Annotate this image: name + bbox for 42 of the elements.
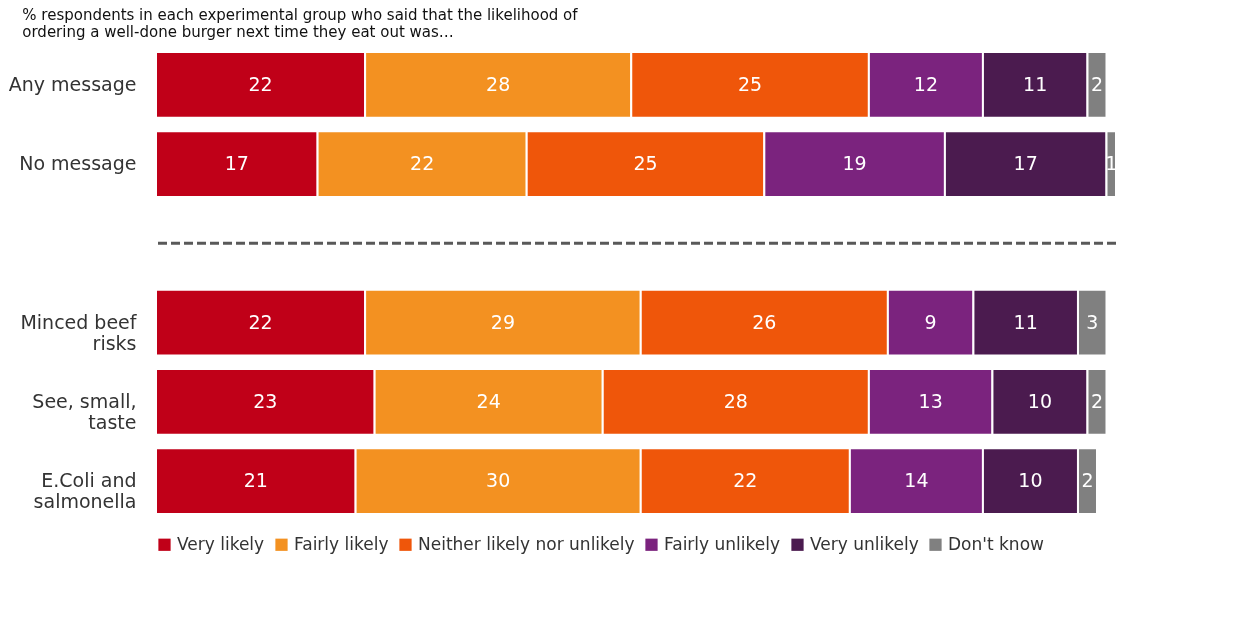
data-label: 2 xyxy=(1081,469,1094,492)
data-label: 28 xyxy=(723,389,748,412)
data-label: 19 xyxy=(842,152,867,175)
data-label: 9 xyxy=(924,310,937,333)
data-label: 11 xyxy=(1013,310,1038,333)
data-label: 26 xyxy=(752,310,777,333)
legend-label: Don't know xyxy=(948,533,1045,554)
data-label: 22 xyxy=(248,72,273,95)
data-label: 11 xyxy=(1023,72,1048,95)
data-label: 3 xyxy=(1086,310,1099,333)
legend-label: Fairly likely xyxy=(294,533,389,554)
data-label: 22 xyxy=(410,152,435,175)
data-label: 29 xyxy=(490,310,516,333)
data-label: 23 xyxy=(253,389,278,412)
data-label: 10 xyxy=(1018,469,1043,492)
y-tick-label: Minced beef risks xyxy=(20,310,138,354)
y-tick-label: No message xyxy=(19,152,137,175)
legend-label: Fairly unlikely xyxy=(664,533,781,554)
data-label: 12 xyxy=(913,72,938,95)
data-label: 22 xyxy=(248,310,273,333)
legend-label: Very likely xyxy=(177,533,265,554)
data-label: 25 xyxy=(737,72,763,95)
data-label: 28 xyxy=(486,72,511,95)
data-label: 14 xyxy=(904,469,929,492)
data-label: 13 xyxy=(918,389,943,412)
legend-label: Very unlikely xyxy=(810,533,919,554)
data-label: 17 xyxy=(224,152,249,175)
data-label: 24 xyxy=(476,389,501,412)
data-label: 22 xyxy=(733,469,758,492)
data-label: 25 xyxy=(633,152,658,175)
data-label: 2 xyxy=(1090,72,1104,95)
y-tick-label: See, small, taste xyxy=(32,389,137,433)
data-label: 30 xyxy=(486,469,511,492)
y-tick-label: E.Coli and salmonella xyxy=(33,469,137,513)
data-label: 17 xyxy=(1013,152,1038,175)
data-label: 10 xyxy=(1027,389,1053,412)
data-label: 1 xyxy=(1105,152,1118,175)
data-label: 2 xyxy=(1090,389,1104,412)
y-tick-label: Any message xyxy=(8,72,137,95)
legend-label: Neither likely nor unlikely xyxy=(418,533,635,554)
data-label: 21 xyxy=(243,469,268,492)
chart-subtitle: % respondents in each experimental group who said that the likelihood of ordering a well-done burger next time they eat out was… xyxy=(22,6,579,41)
